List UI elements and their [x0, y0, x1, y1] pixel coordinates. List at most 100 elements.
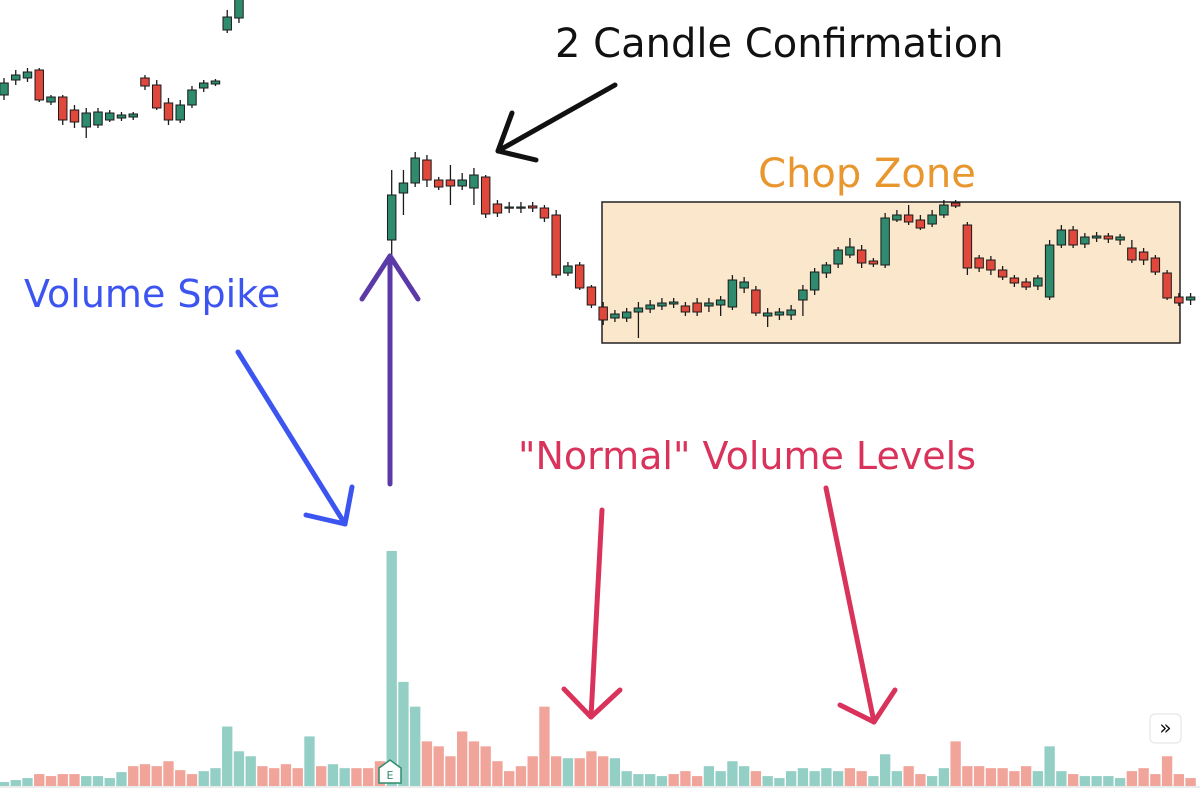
candle-body — [163, 102, 174, 121]
candle-body — [480, 176, 491, 215]
candle-body — [492, 203, 503, 214]
candle-body — [433, 179, 444, 188]
volume-bar — [69, 774, 80, 786]
candle-body — [903, 214, 914, 223]
volume-bar — [785, 771, 797, 786]
volume-bar — [186, 774, 198, 786]
candle-body — [22, 71, 33, 79]
volume-bar — [621, 771, 632, 786]
candle-body — [598, 306, 608, 321]
candle-body — [222, 16, 232, 31]
volume-bar — [551, 756, 562, 786]
candle-body — [939, 204, 949, 216]
arrow-confirmation — [495, 82, 618, 163]
volume-bar — [915, 774, 926, 786]
volume-bar — [163, 761, 174, 786]
volume-bar — [832, 771, 844, 786]
volume-bar — [762, 776, 773, 786]
volume-bar — [985, 768, 997, 786]
candle-body — [0, 82, 9, 96]
candle-body — [633, 307, 644, 313]
candle-body — [1174, 296, 1184, 304]
volume-bar — [1032, 771, 1044, 786]
candle-body — [962, 224, 973, 269]
candle-body — [187, 89, 197, 106]
volume-bar — [1150, 774, 1161, 786]
volume-bar — [22, 778, 33, 786]
arrow-normal-1 — [561, 507, 623, 720]
volume-bar — [962, 766, 973, 786]
badge-label: E — [387, 769, 394, 782]
candle-body — [809, 271, 820, 291]
volume-bar — [750, 771, 762, 786]
volume-bar — [92, 776, 104, 786]
volume-bar — [938, 768, 950, 786]
candle-body — [833, 249, 843, 265]
arrow-spike-up — [359, 253, 421, 487]
candle-body — [974, 257, 984, 269]
candle-body — [1056, 229, 1067, 246]
volume-bar — [891, 771, 903, 786]
candle-body — [704, 302, 714, 307]
candle-body — [1103, 235, 1114, 240]
candle-body — [950, 202, 961, 207]
arrow-volume-spike — [235, 349, 355, 527]
volume-bar — [351, 768, 362, 786]
volume-bar — [421, 741, 433, 786]
candle-body — [645, 304, 655, 310]
scroll-button-label: » — [1159, 716, 1171, 740]
volume-bar — [222, 726, 233, 786]
volume-bar — [926, 776, 938, 786]
volume-bar — [680, 771, 691, 786]
candle-body — [1185, 296, 1196, 301]
candle-body — [527, 205, 538, 209]
candle-body — [727, 279, 738, 308]
volume-bar — [1173, 774, 1185, 786]
annotation-chop-zone: Chop Zone — [758, 151, 976, 197]
candle-body — [574, 264, 585, 289]
candle-body — [880, 217, 890, 266]
candle-body — [762, 312, 773, 317]
volume-bar — [1114, 778, 1126, 786]
volume-bar — [151, 766, 162, 786]
candle-body — [422, 159, 432, 181]
earnings-badge[interactable]: E — [378, 759, 402, 784]
scroll-button[interactable]: » — [1149, 713, 1182, 744]
volume-bar — [128, 766, 139, 786]
volume-bar — [774, 778, 785, 786]
volume-bar — [656, 776, 668, 786]
candle-body — [774, 311, 785, 316]
volume-bar — [116, 772, 127, 786]
candle-body — [504, 206, 514, 209]
candle-body — [445, 179, 456, 187]
candle-body — [1021, 281, 1031, 288]
volume-bar — [856, 771, 867, 786]
volume-bar — [574, 758, 585, 786]
candle-body — [457, 179, 467, 187]
volume-bar — [950, 741, 961, 786]
volume-bar — [245, 756, 256, 786]
volume-bar — [175, 770, 186, 786]
candle-body — [657, 302, 667, 307]
candle-body — [34, 69, 44, 101]
candle-body — [915, 219, 926, 229]
volume-bar — [433, 746, 444, 786]
volume-bar — [304, 736, 315, 786]
volume-bar — [339, 768, 350, 786]
candle-body — [469, 174, 479, 189]
volume-bar — [1138, 768, 1149, 786]
candle-body — [715, 299, 726, 306]
candle-body — [116, 114, 127, 119]
badge-shape — [378, 759, 402, 784]
volume-bar — [1103, 776, 1114, 786]
candle-body — [58, 96, 68, 121]
volume-bar — [363, 768, 374, 786]
volume-bar — [292, 768, 303, 786]
candle-body — [69, 109, 80, 123]
volume-bar — [0, 782, 10, 786]
volume-bar — [809, 771, 820, 786]
candle-body — [1033, 277, 1043, 287]
candle-body — [140, 77, 150, 87]
volume-bar — [81, 776, 92, 786]
